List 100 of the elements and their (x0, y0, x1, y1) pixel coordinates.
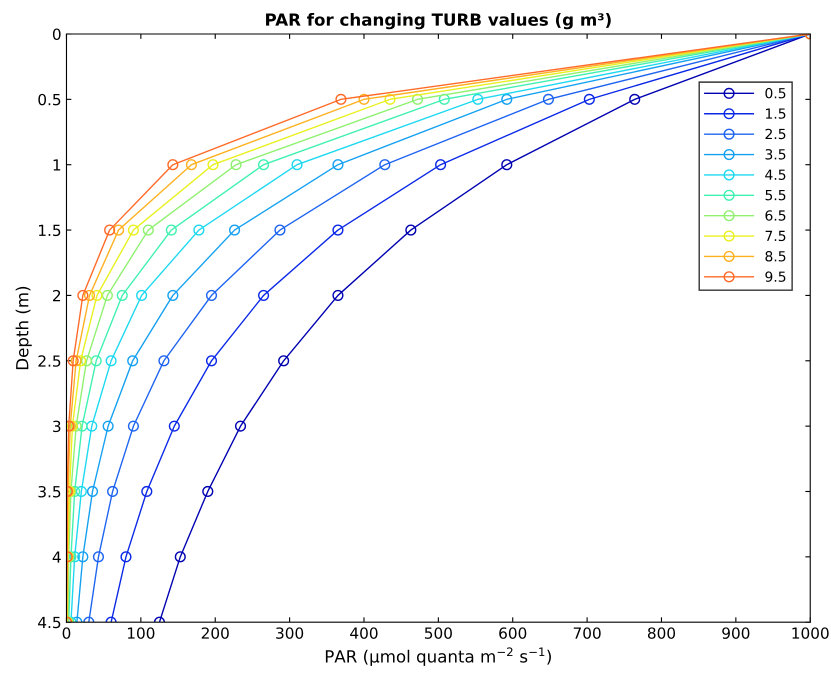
legend-label: 3.5 (766, 149, 786, 160)
point (107, 486, 118, 498)
y-tick-label: 1 (54, 159, 60, 171)
y-tick-label: 0.5 (38, 94, 60, 106)
point (128, 224, 139, 236)
x-tick-label: 400 (350, 627, 378, 639)
legend-label: 9.5 (765, 271, 786, 282)
point (69, 486, 80, 498)
x-tick-label: 300 (276, 627, 304, 639)
point (158, 355, 170, 366)
point (120, 551, 132, 562)
point (102, 290, 113, 301)
point (291, 159, 303, 170)
point (629, 94, 640, 105)
point (501, 159, 512, 170)
point (193, 224, 204, 236)
point (90, 355, 102, 366)
legend-label: 6.5 (765, 210, 786, 221)
x-tick-label: 500 (424, 627, 452, 639)
legend-label: 4.5 (765, 170, 786, 180)
point (229, 224, 240, 236)
point (435, 159, 446, 170)
point (167, 159, 178, 170)
point (438, 94, 450, 105)
point (128, 420, 139, 432)
x-tick-label: 900 (722, 627, 750, 639)
legend-label: 5.5 (766, 190, 786, 200)
y-tick-label: 2.5 (38, 355, 60, 367)
x-tick-label: 800 (648, 627, 676, 639)
point (167, 290, 178, 301)
y-tick-label: 0 (52, 28, 61, 40)
point (127, 355, 138, 366)
point (168, 420, 180, 432)
x-tick-label: 0 (62, 627, 70, 639)
y-tick-label: 3 (53, 420, 60, 432)
legend-label: 2.5 (766, 128, 786, 140)
point (234, 420, 246, 432)
point (86, 420, 98, 432)
point (206, 290, 218, 301)
point (142, 224, 154, 236)
legend-label: 1.5 (766, 108, 786, 119)
point (68, 355, 79, 366)
point (206, 355, 218, 366)
x-axis-title: PAR (µmol quanta m$^{−2}$ s$^{−1}$) (326, 647, 551, 666)
point (92, 551, 104, 562)
y-tick-label: 4 (52, 552, 61, 563)
point (258, 159, 270, 170)
point (76, 420, 88, 432)
point (77, 551, 88, 562)
y-tick-label: 4.5 (38, 616, 60, 628)
point (69, 551, 80, 562)
point (104, 224, 116, 236)
legend-label: 7.5 (766, 230, 786, 242)
point (75, 355, 86, 366)
x-tick-label: 1000 (792, 627, 829, 639)
point (84, 290, 96, 301)
x-tick-label: 100 (128, 627, 154, 639)
point (81, 355, 92, 366)
point (77, 290, 88, 301)
point (501, 94, 512, 105)
point (141, 486, 152, 498)
point (112, 224, 124, 236)
x-tick-label: 200 (202, 627, 229, 639)
point (136, 290, 148, 301)
point (542, 94, 554, 105)
point (274, 224, 286, 236)
y-tick-label: 3.5 (38, 486, 60, 498)
point (332, 224, 344, 236)
point (202, 486, 214, 498)
y-tick-label: 1.5 (39, 224, 60, 236)
y-tick-label: 2 (53, 290, 60, 302)
point (584, 94, 595, 105)
point (106, 355, 117, 366)
x-tick-label: 700 (574, 627, 601, 639)
point (332, 290, 344, 301)
point (207, 159, 219, 170)
point (258, 290, 270, 301)
point (230, 159, 242, 170)
legend-label: 8.5 (765, 251, 786, 262)
point (379, 159, 390, 170)
x-tick-label: 600 (499, 627, 526, 639)
point (116, 290, 128, 301)
point (332, 159, 344, 170)
point (335, 94, 346, 105)
point (405, 224, 416, 236)
point (70, 355, 82, 366)
point (384, 94, 396, 105)
point (76, 486, 87, 498)
y-axis-title: Depth (m) (16, 286, 32, 370)
legend-label: 0.5 (765, 88, 786, 98)
point (358, 94, 370, 105)
chart-title: PAR for changing TURB values (g m³) (266, 13, 611, 30)
point (472, 94, 484, 105)
point (412, 94, 424, 105)
point (91, 290, 103, 301)
point (166, 224, 177, 236)
point (186, 159, 197, 170)
point (70, 420, 82, 432)
point (102, 420, 114, 432)
point (86, 486, 98, 498)
